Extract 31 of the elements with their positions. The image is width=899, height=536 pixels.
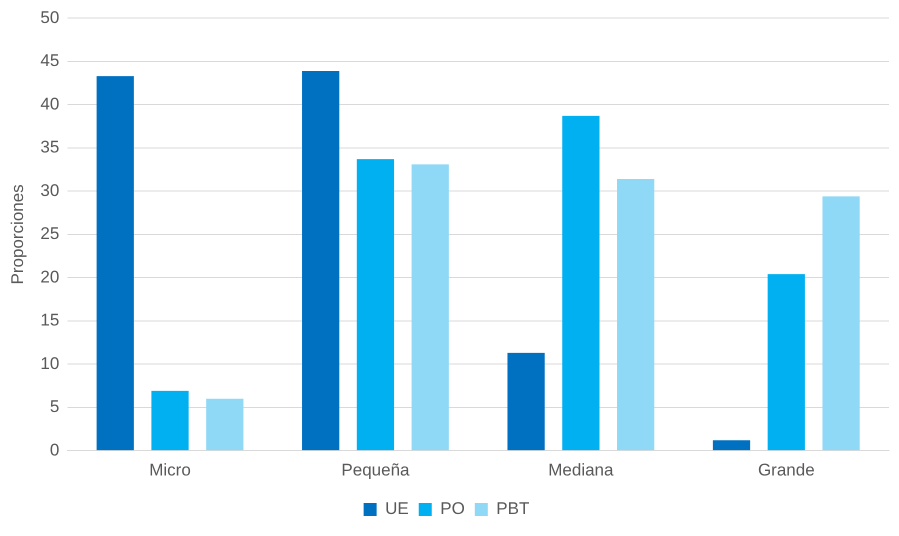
- bar: [768, 274, 805, 450]
- bar: [412, 164, 449, 450]
- bar: [206, 398, 244, 450]
- y-tick-label: 45: [40, 51, 60, 70]
- y-tick-label: 0: [50, 440, 60, 460]
- y-tick-label: 40: [40, 94, 60, 114]
- y-tick-label: 25: [40, 224, 60, 244]
- y-tick-label: 5: [50, 397, 60, 416]
- legend-label: PBT: [496, 499, 530, 518]
- y-tick-label: 20: [40, 267, 60, 286]
- x-tick-label: Mediana: [548, 460, 614, 480]
- y-tick-label: 30: [40, 180, 60, 200]
- legend-label: UE: [385, 499, 409, 518]
- y-tick-label: 10: [40, 354, 60, 373]
- bar: [302, 70, 340, 450]
- bar: [507, 352, 545, 450]
- y-tick-label: 50: [40, 8, 60, 27]
- bar: [562, 116, 600, 450]
- x-tick-label: Grande: [758, 460, 815, 480]
- y-tick-label: 35: [40, 138, 60, 157]
- x-tick-label: Micro: [149, 460, 191, 480]
- x-tick-label: Pequeña: [341, 460, 410, 480]
- bar: [151, 390, 189, 450]
- bar: [356, 159, 394, 450]
- bar: [96, 76, 134, 450]
- bar: [822, 196, 860, 450]
- y-axis-title: Proporciones: [8, 184, 27, 284]
- bar: [712, 440, 750, 450]
- bar: [617, 179, 654, 450]
- legend-label: PO: [440, 499, 465, 518]
- y-tick-label: 15: [40, 310, 60, 330]
